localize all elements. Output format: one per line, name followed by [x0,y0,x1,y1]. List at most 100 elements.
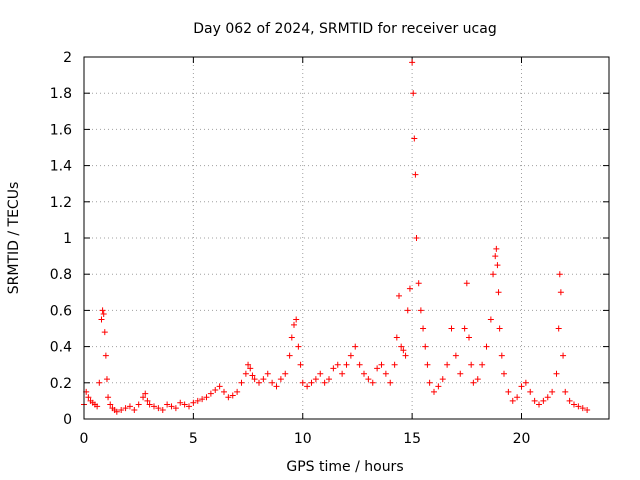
data-point [452,352,459,359]
data-point [286,352,293,359]
grid-lines [84,57,609,419]
data-point [297,361,304,368]
data-point [225,394,232,401]
y-tick-label: 0.2 [50,376,72,392]
data-point [544,394,551,401]
data-point [483,343,490,350]
data-point [101,329,108,336]
data-point [304,383,311,390]
data-point [463,280,470,287]
data-point [409,59,416,66]
data-point [396,292,402,299]
data-point [122,405,129,412]
data-point [498,352,505,359]
data-point [194,397,201,404]
data-point [466,334,472,341]
y-tick-label: 1.8 [50,86,72,102]
data-points [81,59,591,415]
data-point [140,394,147,401]
data-point [242,370,249,377]
data-point [251,376,258,383]
data-point [391,361,398,368]
data-point [514,394,521,401]
data-point [164,401,171,408]
data-point [207,390,214,397]
data-point [330,365,337,372]
data-point [238,379,245,386]
data-point [527,388,534,395]
data-point [221,388,227,395]
data-point [282,370,289,377]
data-point [295,343,302,350]
data-point [382,370,389,377]
data-point [277,376,284,383]
data-point [352,343,359,350]
data-point [410,90,417,97]
data-point [260,376,267,383]
x-tick-label: 5 [189,431,198,447]
data-point [94,403,101,410]
data-point [474,376,481,383]
x-axis-label: GPS time / hours [286,459,403,475]
data-point [479,361,486,368]
data-point [126,403,133,410]
data-point [118,406,125,413]
data-point [299,379,306,386]
data-point [424,361,431,368]
x-tick-label: 0 [80,431,89,447]
data-point [509,397,516,404]
data-point [457,370,464,377]
data-point [378,361,385,368]
data-point [144,397,151,404]
data-point [369,379,376,386]
data-point [308,379,315,386]
data-point [404,307,411,314]
data-point [96,379,103,386]
data-point [398,343,405,350]
data-point [417,307,424,314]
data-point [461,325,468,332]
data-point [412,171,419,178]
data-point [374,365,381,372]
data-point [264,370,271,377]
y-tick-label: 1.2 [50,195,72,211]
data-point [135,401,142,408]
data-point [584,406,591,413]
data-point [505,388,512,395]
data-point [365,376,372,383]
y-tick-label: 0 [63,412,72,428]
data-point [562,388,569,395]
data-point [177,399,184,406]
data-point [571,401,577,408]
tick-labels: 00.20.40.60.811.21.41.61.820 5 10 15 20 [50,50,531,447]
data-point [495,289,502,296]
data-point [151,403,157,410]
data-point [247,365,254,372]
data-point [100,311,107,318]
chart-title: Day 062 of 2024, SRMTID for receiver uca… [193,21,496,37]
data-point [518,383,525,390]
data-point [555,325,562,332]
data-point [339,370,346,377]
data-point [168,403,175,410]
data-point [326,376,332,383]
y-tick-label: 0.4 [50,340,72,356]
data-point [575,403,582,410]
data-point [444,361,451,368]
data-point [203,394,210,401]
data-point [435,383,442,390]
data-point [553,370,560,377]
data-point [549,388,556,395]
data-point [249,372,256,379]
data-point [536,401,542,408]
data-point [557,289,564,296]
data-point [487,316,494,323]
x-tick-label: 15 [403,431,421,447]
data-point [216,383,223,390]
data-point [273,383,280,390]
data-point [496,325,503,332]
data-point [317,370,324,377]
y-tick-label: 2 [63,50,72,66]
data-point [288,334,295,341]
data-point [159,406,166,413]
